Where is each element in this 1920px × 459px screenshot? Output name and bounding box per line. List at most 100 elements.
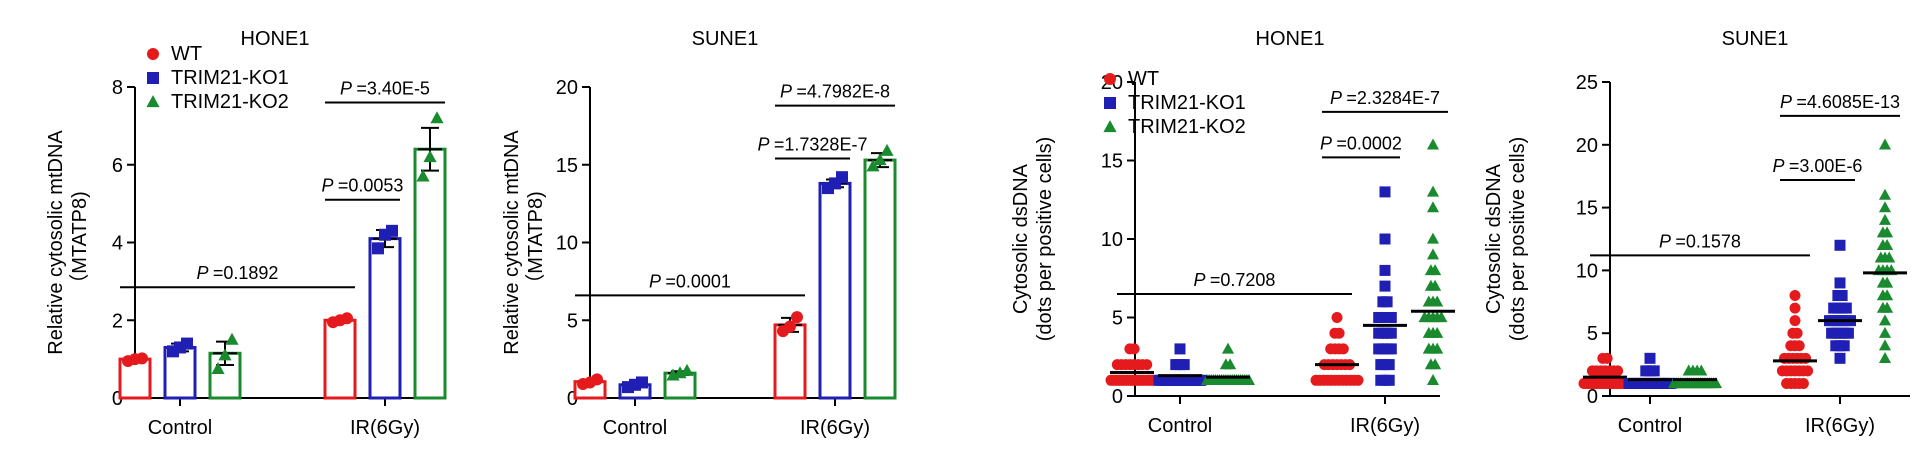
legend-label: TRIM21-KO1 (171, 67, 289, 89)
data-point (1385, 327, 1397, 339)
x-tick-label: IR(6Gy) (350, 417, 420, 439)
legend-label: TRIM21-KO1 (1128, 92, 1246, 114)
bar (818, 181, 852, 400)
y-tick-label: 25 (1576, 72, 1598, 94)
panel-4: SUNE1 0 5 10 15 20 25 Control IR(6Gy) Cytosolic d… (1483, 28, 1910, 437)
y-tick-label: 6 (112, 155, 123, 177)
series-TRIM21-KO1 (163, 224, 402, 400)
series-WT (1578, 290, 1817, 389)
y-axis-label: (dots per positive cells) (1507, 137, 1529, 342)
data-point (1791, 327, 1803, 339)
y-axis-label: Cytosolic dsDNA (1483, 163, 1505, 314)
y-axis-label: （MTATP8) (524, 191, 547, 294)
data-point (1644, 352, 1656, 364)
data-point (1379, 280, 1391, 292)
data-point (784, 320, 796, 333)
data-point (181, 337, 193, 350)
legend-label: WT (171, 43, 202, 65)
data-point (1224, 358, 1237, 370)
legend-marker (146, 95, 160, 108)
y-tick-label: 0 (1112, 386, 1123, 408)
data-point (1331, 312, 1343, 323)
data-point (1385, 312, 1397, 323)
series-WT (573, 311, 807, 400)
data-point (1178, 359, 1190, 371)
data-point (225, 332, 239, 345)
data-point (1878, 351, 1892, 363)
bar (413, 147, 447, 400)
bar (863, 158, 897, 400)
x-tick-label: IR(6Gy) (1350, 415, 1420, 437)
data-point (1836, 290, 1848, 302)
y-tick-label: 15 (1101, 151, 1123, 173)
data-point (1383, 374, 1395, 386)
y-tick-label: 10 (1101, 229, 1123, 251)
p-value-label: P =0.1578 (1659, 231, 1741, 251)
data-point (372, 242, 384, 255)
data-point (1242, 373, 1256, 385)
data-point (1333, 327, 1345, 339)
data-point (1426, 201, 1440, 213)
data-point (591, 373, 603, 386)
legend-marker (1104, 97, 1116, 109)
data-point (1878, 314, 1892, 326)
y-tick-label: 4 (112, 233, 123, 255)
data-point (866, 159, 880, 172)
legend-marker (1103, 120, 1117, 133)
data-point (1601, 352, 1613, 364)
data-point (1379, 233, 1391, 245)
data-point (1383, 359, 1395, 371)
data-point (1878, 188, 1892, 200)
series-WT (118, 312, 357, 400)
y-tick-label: 0 (112, 388, 123, 410)
data-point (211, 361, 225, 374)
data-point (1881, 276, 1894, 288)
data-point (416, 169, 430, 182)
data-point (1834, 277, 1846, 289)
data-point (1881, 238, 1894, 250)
data-point (1883, 251, 1896, 263)
data-point (1426, 185, 1440, 197)
data-point (791, 311, 803, 324)
data-point (1431, 326, 1444, 338)
y-axis-label: Relative cytosolic mtDNA (501, 130, 523, 355)
x-tick-label: IR(6Gy) (800, 417, 870, 439)
series-TRIM21-KO1 (1153, 186, 1407, 386)
data-point (1612, 365, 1624, 377)
x-tick-label: Control (1618, 415, 1682, 437)
data-point (1881, 289, 1894, 301)
x-tick-label: Control (603, 417, 667, 439)
series-TRIM21-KO2 (1200, 138, 1455, 385)
y-tick-label: 0 (567, 388, 578, 410)
y-tick-label: 15 (1576, 198, 1598, 220)
y-tick-label: 20 (556, 77, 578, 99)
bar (163, 345, 197, 400)
p-value-label: P =4.6085E-13 (1780, 92, 1900, 112)
series-TRIM21-KO2 (663, 143, 897, 400)
data-point (1429, 279, 1442, 291)
y-tick-label: 5 (1587, 323, 1598, 345)
data-point (1881, 301, 1894, 313)
data-point (1789, 302, 1801, 314)
y-tick-label: 10 (1576, 260, 1598, 282)
data-point (1385, 343, 1397, 355)
data-point (1426, 373, 1440, 385)
x-tick-label: Control (148, 417, 212, 439)
data-point (1878, 326, 1892, 338)
p-value-label: P =3.40E-5 (340, 79, 430, 99)
data-point (1709, 377, 1723, 389)
series-WT (1105, 312, 1364, 386)
y-tick-label: 15 (556, 155, 578, 177)
data-point (1352, 374, 1364, 386)
p-value-label: P =0.0001 (649, 271, 731, 291)
p-value-label: P =3.00E-6 (1773, 156, 1863, 176)
data-point (386, 224, 398, 237)
p-value-label: P =4.7982E-8 (780, 82, 890, 102)
legend-marker (147, 48, 159, 60)
bar (368, 237, 402, 400)
data-point (1435, 311, 1448, 323)
y-tick-label: 0 (1587, 386, 1598, 408)
